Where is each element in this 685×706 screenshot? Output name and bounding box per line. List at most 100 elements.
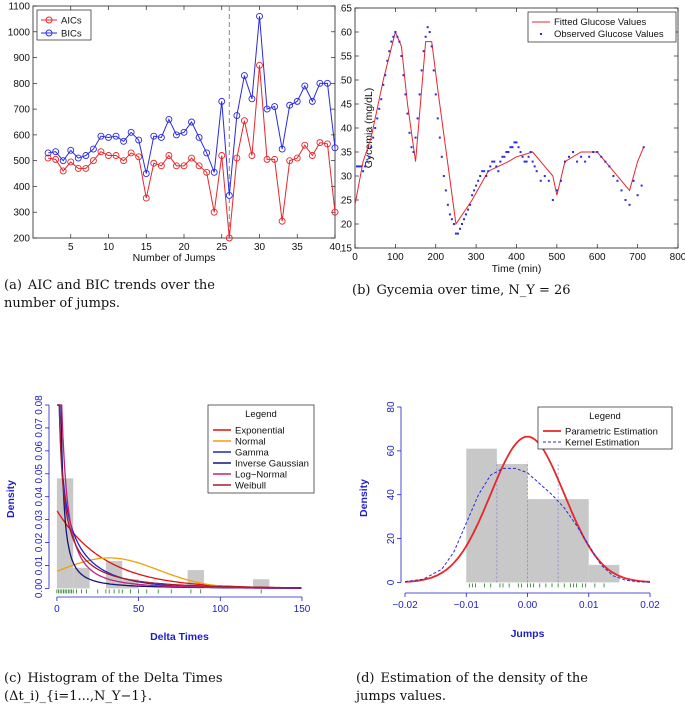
- x-tick-label: 5: [68, 242, 74, 253]
- legend-label: Normal: [235, 437, 266, 448]
- observed-glucose-point: [432, 69, 435, 72]
- point-bics: [203, 149, 211, 157]
- observed-glucose-point: [360, 165, 363, 168]
- observed-glucose-point: [507, 151, 510, 153]
- hist-bar: [588, 564, 620, 583]
- point-aics: [52, 155, 60, 163]
- observed-glucose-point: [483, 170, 486, 173]
- observed-glucose-point: [493, 160, 496, 163]
- y-tick-label: 80: [386, 401, 397, 413]
- point-aics: [225, 234, 233, 242]
- observed-glucose-point: [402, 74, 405, 77]
- point-aics: [256, 61, 263, 69]
- legend-label: Kernel Estimation: [565, 438, 639, 449]
- observed-glucose-point: [495, 165, 498, 168]
- observed-glucose-point: [469, 203, 472, 206]
- y-tick-label: 165: [340, 4, 352, 15]
- point-aics: [316, 139, 324, 147]
- y-tick-label: 20: [386, 533, 397, 545]
- x-axis-label: Number of Jumps: [133, 252, 216, 264]
- point-bics: [218, 97, 226, 105]
- caption-c-tag: (c): [4, 671, 22, 686]
- hist-bar: [527, 499, 559, 583]
- point-bics: [240, 72, 248, 80]
- legend-marker: [45, 16, 53, 24]
- observed-glucose-point: [372, 136, 375, 139]
- point-aics: [135, 153, 143, 161]
- observed-glucose-point: [418, 93, 421, 96]
- x-tick-label: 400: [508, 252, 525, 263]
- density-exponential: [56, 510, 302, 589]
- point-bics: [324, 79, 331, 87]
- observed-glucose-point: [479, 175, 482, 177]
- point-aics: [112, 152, 120, 159]
- y-tick-label: 115: [340, 244, 352, 255]
- observed-glucose-point: [521, 155, 524, 158]
- point-aics: [248, 152, 256, 159]
- series-line-bics: [48, 16, 336, 196]
- observed-glucose-point: [424, 35, 427, 38]
- point-bics: [120, 137, 128, 145]
- observed-glucose-point: [485, 175, 488, 177]
- observed-glucose-point: [523, 160, 526, 163]
- legend-label: Weibull: [235, 481, 266, 492]
- observed-glucose-point: [382, 83, 385, 86]
- observed-glucose-point: [410, 146, 413, 149]
- point-bics: [165, 115, 173, 123]
- x-tick-label: 700: [629, 252, 646, 263]
- observed-glucose-point: [364, 165, 367, 168]
- legend-box: [207, 404, 315, 494]
- observed-glucose-point: [392, 35, 395, 38]
- y-tick-label: 600: [13, 130, 30, 141]
- point-aics: [44, 154, 52, 162]
- observed-glucose-point: [458, 227, 461, 230]
- y-tick-label: 155: [340, 52, 352, 63]
- observed-glucose-point: [509, 146, 512, 149]
- caption-a-tag: (a): [4, 278, 22, 293]
- point-aics: [210, 208, 218, 216]
- legend-box: [527, 11, 677, 43]
- observed-glucose-point: [448, 213, 451, 216]
- point-bics: [331, 144, 339, 152]
- point-bics: [150, 132, 158, 140]
- x-tick-label: −0.02: [392, 600, 418, 611]
- observed-glucose-point: [620, 189, 623, 192]
- caption-c: (c) Histogram of the Delta Times (Δt_i)_{…: [4, 670, 254, 706]
- observed-glucose-point: [370, 146, 373, 149]
- y-tick-label: 800: [13, 79, 30, 90]
- observed-glucose-point: [467, 208, 470, 211]
- point-aics: [188, 154, 196, 162]
- observed-glucose-point: [519, 151, 522, 153]
- observed-glucose-point: [491, 160, 494, 163]
- observed-glucose-point: [434, 93, 437, 96]
- observed-glucose-point: [477, 179, 480, 182]
- point-bics: [127, 128, 135, 136]
- point-bics: [142, 170, 150, 178]
- observed-glucose-point: [473, 189, 476, 192]
- chart-c-delta-times: 0.00 0.01 0.02 0.03 0.04 0.05 0.06 0.07 0.08 0 50 1…: [5, 395, 315, 643]
- y-tick-label: 160: [340, 28, 352, 39]
- observed-glucose-point: [463, 218, 466, 221]
- y-axis-label: Density: [358, 479, 370, 517]
- chart-a-aic-bic: 200 300 400 500 600 700 800 900 1000 1100 5 10 15 20 2…: [8, 2, 341, 265]
- y-tick-label: 200: [13, 234, 30, 245]
- point-aics: [293, 154, 301, 162]
- observed-glucose-point: [450, 218, 453, 221]
- x-tick-label: 500: [549, 252, 566, 263]
- chart-d-jumps-density: 0 20 40 60 80 −0.02 −0.01 0.00 0.01 0.02 Jumps Dens…: [358, 401, 673, 640]
- caption-b-tag: (b): [352, 283, 371, 298]
- y-tick-label: 1100: [8, 2, 30, 13]
- observed-glucose-point: [513, 141, 516, 144]
- y-tick-label: 0.02: [34, 532, 45, 552]
- point-aics: [97, 148, 105, 156]
- y-axis-label: Density: [5, 480, 17, 518]
- observed-glucose-point: [624, 199, 627, 201]
- observed-glucose-point: [438, 136, 441, 139]
- y-tick-label: 0.00: [34, 578, 45, 598]
- x-tick-label: 300: [468, 252, 485, 263]
- caption-b: (b) Gycemia over time, N_Y = 26: [352, 282, 672, 300]
- observed-glucose-point: [555, 189, 558, 192]
- caption-d: (d) Estimation of the density of the jump…: [356, 670, 606, 706]
- observed-glucose-point: [426, 26, 429, 29]
- observed-glucose-point: [505, 151, 508, 153]
